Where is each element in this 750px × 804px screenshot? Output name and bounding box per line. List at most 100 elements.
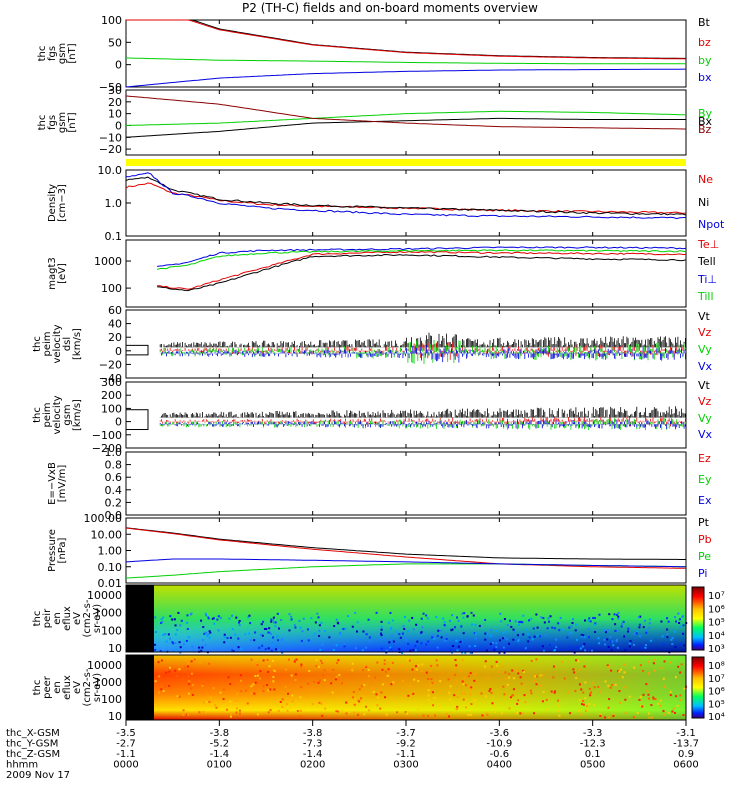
spectrogram-pixel	[167, 633, 170, 636]
spectrogram-pixel	[456, 649, 459, 652]
spectrogram-pixel	[448, 715, 451, 718]
y-axis-label-line: eflux	[62, 606, 73, 631]
spectrogram-pixel	[444, 639, 447, 642]
spectrogram-pixel	[453, 694, 456, 697]
spectrogram-pixel	[206, 635, 209, 638]
spectrogram-pixel	[414, 649, 417, 652]
spectrogram-pixel	[611, 640, 614, 643]
spectrogram-pixel	[267, 631, 270, 634]
spectrogram-pixel	[222, 688, 225, 691]
spectrogram-pixel	[677, 665, 680, 668]
spectrogram-pixel	[443, 623, 446, 626]
spectrogram-pixel	[179, 646, 182, 649]
spectrogram-pixel	[577, 660, 580, 663]
spectrogram-pixel	[169, 637, 172, 640]
spectrogram-pixel	[638, 623, 641, 626]
spectrogram-pixel	[502, 665, 505, 668]
spectrogram-pixel	[186, 627, 189, 630]
spectrogram-pixel	[679, 671, 682, 674]
spectrogram-pixel	[682, 632, 685, 635]
spectrogram-pixel	[680, 663, 683, 666]
spectrogram-pixel	[506, 683, 509, 686]
spectrogram-pixel	[666, 636, 669, 639]
y-axis-label-line: velocity	[52, 324, 63, 363]
spectrogram-pixel	[231, 614, 234, 617]
spectrogram-pixel	[240, 690, 243, 693]
spectrogram-pixel	[343, 645, 346, 648]
spectrogram-pixel	[345, 712, 348, 715]
spectrogram-pixel	[568, 712, 571, 715]
spectrogram-pixel	[467, 675, 470, 678]
spectrogram-pixel	[524, 701, 527, 704]
spectrogram-pixel	[433, 696, 436, 699]
spectrogram-pixel	[660, 620, 663, 623]
spectrogram-pixel	[547, 617, 550, 620]
spectrogram-pixel	[524, 647, 527, 650]
spectrogram-pixel	[436, 634, 439, 637]
spectrogram-pixel	[376, 704, 379, 707]
legend-label-Ne: Ne	[698, 173, 713, 186]
footer-row-value: -1.4	[210, 749, 230, 760]
spectrogram-pixel	[191, 645, 194, 648]
spectrogram-pixel	[318, 634, 321, 637]
spectrogram-pixel	[412, 692, 415, 695]
spectrogram-pixel	[207, 617, 210, 620]
spectrogram-pixel	[353, 711, 356, 714]
spectrogram-pixel	[463, 612, 466, 615]
spectrogram-pixel	[214, 704, 217, 707]
y-tick-label: 100	[101, 402, 122, 415]
spectrogram-pixel	[679, 625, 682, 628]
y-axis-label-line: eV	[72, 681, 83, 694]
spectrogram-pixel	[286, 709, 289, 712]
spectrogram-pixel	[457, 645, 460, 648]
series-line-Bz	[125, 95, 686, 130]
spectrogram-pixel	[652, 697, 655, 700]
spectrogram-pixel	[165, 640, 168, 643]
spectrogram-pixel	[660, 667, 663, 670]
spectrogram-pixel	[406, 630, 409, 633]
spectrogram-pixel	[228, 617, 231, 620]
spectrogram-pixel	[398, 706, 401, 709]
spectrogram-pixel	[202, 683, 205, 686]
spectrogram-pixel	[512, 677, 515, 680]
spectrogram-pixel	[407, 642, 410, 645]
spectrogram-pixel	[437, 705, 440, 708]
spectrogram-pixel	[506, 649, 509, 652]
spectrogram-pixel	[199, 661, 202, 664]
spectrogram-pixel	[521, 621, 524, 624]
spectrogram-pixel	[548, 643, 551, 646]
y-axis-label-line: thc	[32, 680, 43, 696]
spectrogram-pixel	[267, 689, 270, 692]
spectrogram-pixel	[401, 632, 404, 635]
spectrogram-pixel	[610, 649, 613, 652]
colorbar	[691, 656, 705, 719]
series-line-Npot	[125, 172, 687, 220]
spectrogram-pixel	[561, 628, 564, 631]
spectrogram-pixel	[392, 681, 395, 684]
spectrogram-pixel	[213, 622, 216, 625]
spectrogram-data-gap	[126, 655, 154, 720]
spectrogram-pixel	[226, 636, 229, 639]
spectrogram-pixel	[436, 664, 439, 667]
spectrogram-pixel	[586, 707, 589, 710]
spectrogram-pixel	[357, 699, 360, 702]
legend-label-Till: Till	[697, 290, 714, 303]
legend-label-Vx: Vx	[698, 428, 713, 441]
spectrogram-pixel	[661, 635, 664, 638]
spectrogram-pixel	[674, 676, 677, 679]
spectrogram-pixel	[207, 633, 210, 636]
spectrogram-pixel	[494, 647, 497, 650]
spectrogram-pixel	[417, 680, 420, 683]
spectrogram-pixel	[606, 664, 609, 667]
spectrogram-pixel	[389, 646, 392, 649]
spectrogram-pixel	[616, 630, 619, 633]
spectrogram-pixel	[335, 710, 338, 713]
spectrogram-pixel	[182, 643, 185, 646]
spectrogram-pixel	[238, 709, 241, 712]
spectrogram-pixel	[509, 619, 512, 622]
spectrogram-pixel	[582, 691, 585, 694]
spectrogram-pixel	[425, 643, 428, 646]
spectrogram-pixel	[211, 670, 214, 673]
spectrogram-pixel	[173, 618, 176, 621]
footer-date: 2009 Nov 17	[6, 770, 70, 781]
